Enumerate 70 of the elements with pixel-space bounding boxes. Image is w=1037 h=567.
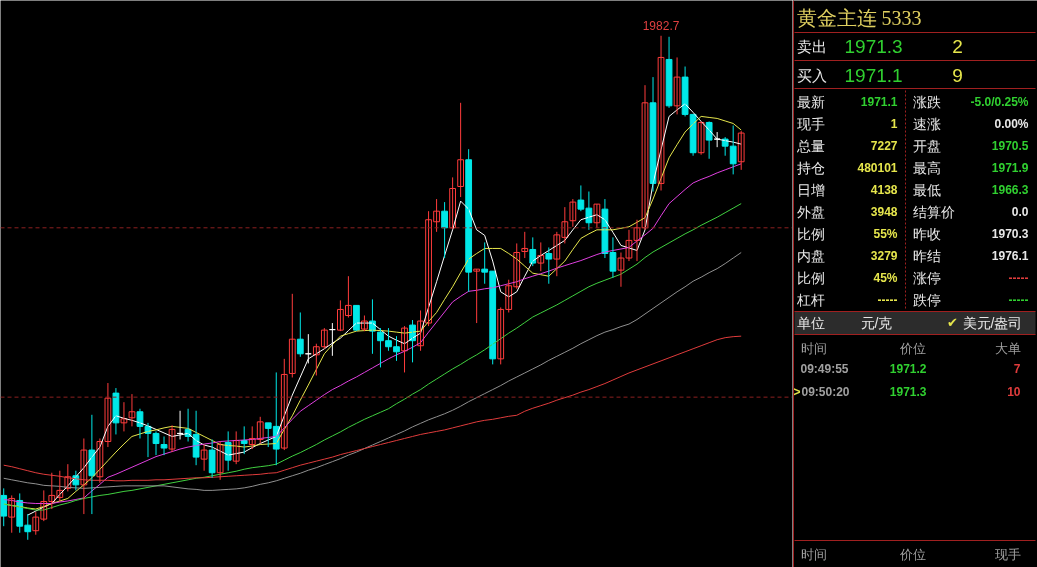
text: 2 — [952, 36, 963, 57]
text: 昨收 — [912, 225, 941, 242]
text: 杠杆 — [795, 291, 825, 308]
text: 现手 — [796, 115, 825, 132]
candlestick — [160, 435, 168, 456]
text: 外盘 — [796, 203, 825, 220]
text: 1982.7 — [642, 18, 680, 33]
text: 1970.3 — [991, 227, 1029, 241]
text: 日增 — [796, 181, 825, 198]
candlestick — [545, 246, 553, 285]
text: -5.0/0.25% — [970, 94, 1029, 109]
text: 比例 — [796, 225, 825, 242]
text: 开盘 — [912, 137, 941, 154]
text: 比例 — [796, 269, 825, 286]
text: 1971.2 — [889, 362, 927, 376]
text: 7227 — [870, 139, 898, 153]
text: ✔ — [947, 315, 958, 330]
text: 最低 — [912, 181, 941, 198]
candlestick — [457, 102, 465, 198]
text: 时间 — [800, 547, 827, 562]
text: 09:50:20 — [801, 384, 850, 399]
text: 时间 — [800, 341, 827, 356]
text: 9 — [952, 65, 963, 86]
text: 总量 — [795, 137, 825, 154]
text: 480101 — [857, 161, 898, 175]
text: 1976.1 — [991, 249, 1029, 263]
text: 最高 — [912, 159, 941, 176]
text: 4138 — [870, 183, 898, 197]
text: 0.0 — [1011, 205, 1029, 219]
text: > — [793, 384, 801, 399]
text: 1971.1 — [844, 65, 903, 86]
text: 涨跌 — [912, 93, 941, 110]
text: 1970.5 — [991, 139, 1029, 153]
text: 1971.1 — [860, 95, 898, 109]
text: 现手 — [994, 547, 1021, 562]
text: 大单 — [994, 341, 1021, 356]
text: 7 — [1013, 362, 1021, 376]
text: 持仓 — [796, 159, 825, 176]
text: 买入 — [796, 67, 827, 84]
text: 55% — [873, 226, 898, 241]
text: 45% — [873, 270, 898, 285]
text: 价位 — [898, 341, 926, 356]
text: 价位 — [898, 547, 926, 562]
text: 美元/盎司 — [962, 314, 1023, 331]
text: 10 — [1007, 385, 1021, 399]
text: 卖出 — [796, 38, 827, 55]
text: 结算价 — [912, 203, 955, 220]
text: ----- — [1008, 271, 1029, 285]
text: 内盘 — [796, 247, 825, 264]
text: 跌停 — [912, 291, 941, 308]
text: ----- — [1008, 293, 1029, 307]
candlestick — [473, 268, 481, 324]
text: 1 — [890, 117, 898, 131]
text: 3279 — [870, 249, 898, 263]
text: 速涨 — [912, 115, 941, 132]
candlestick — [521, 231, 529, 259]
text: 黄金主连 5333 — [796, 6, 922, 29]
text: 涨停 — [912, 269, 941, 286]
text: 昨结 — [912, 247, 941, 264]
text: 元/克 — [860, 314, 893, 331]
text: 最新 — [796, 93, 825, 110]
text: 1971.3 — [844, 36, 903, 57]
text: ----- — [877, 293, 898, 307]
text: 单位 — [796, 314, 825, 331]
text: 09:49:55 — [800, 361, 849, 376]
text: 1971.3 — [889, 385, 927, 399]
text: 0.00% — [994, 116, 1029, 131]
text: 1971.9 — [991, 161, 1029, 175]
text: 1966.3 — [991, 183, 1029, 197]
text: 3948 — [870, 205, 898, 219]
